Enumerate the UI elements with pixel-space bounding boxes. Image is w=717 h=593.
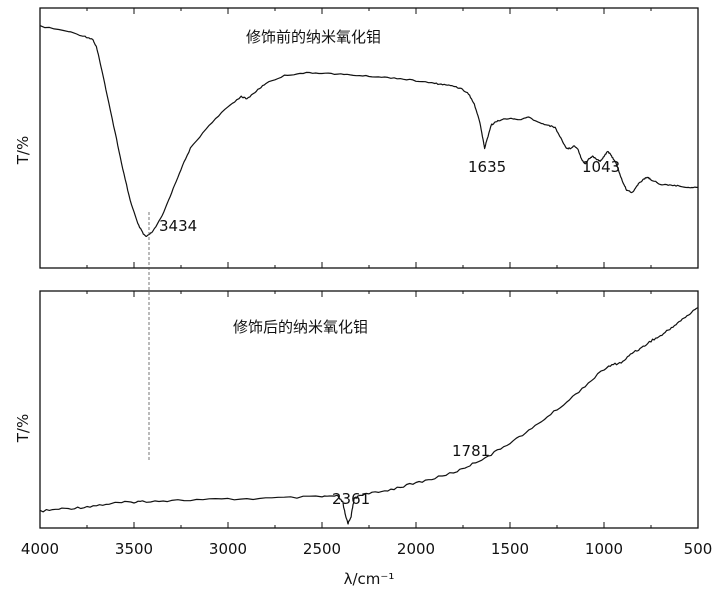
bottom-panel-y-label: T/% <box>14 414 32 443</box>
x-tick-label-3500: 3500 <box>115 540 153 558</box>
top-panel-title: 修饰前的纳米氧化钼 <box>246 28 381 46</box>
x-tick-label-1000: 1000 <box>585 540 623 558</box>
ir-spectra-figure: 修饰前的纳米氧化钼 T/% 3434 1635 1043 修饰后的纳米氧化钼 T… <box>0 0 717 593</box>
x-tick-label-1500: 1500 <box>491 540 529 558</box>
x-axis-tick-labels: 4000 3500 3000 2500 2000 1500 1000 500 <box>21 540 712 558</box>
top-spectrum-line <box>40 26 698 237</box>
peak-label-1781: 1781 <box>452 442 490 460</box>
peak-label-3434: 3434 <box>159 217 197 235</box>
peak-label-1635: 1635 <box>468 158 506 176</box>
top-panel-frame <box>40 8 698 268</box>
top-panel-ticks <box>40 8 698 268</box>
top-panel-y-label: T/% <box>14 136 32 165</box>
x-tick-label-2500: 2500 <box>303 540 341 558</box>
x-tick-label-3000: 3000 <box>209 540 247 558</box>
peak-label-2361: 2361 <box>332 490 370 508</box>
peak-label-1043: 1043 <box>582 158 620 176</box>
x-tick-label-4000: 4000 <box>21 540 59 558</box>
bottom-panel-title: 修饰后的纳米氧化钼 <box>233 318 368 336</box>
x-tick-label-500: 500 <box>684 540 713 558</box>
x-tick-label-2000: 2000 <box>397 540 435 558</box>
x-axis-label: λ/cm⁻¹ <box>344 570 395 588</box>
